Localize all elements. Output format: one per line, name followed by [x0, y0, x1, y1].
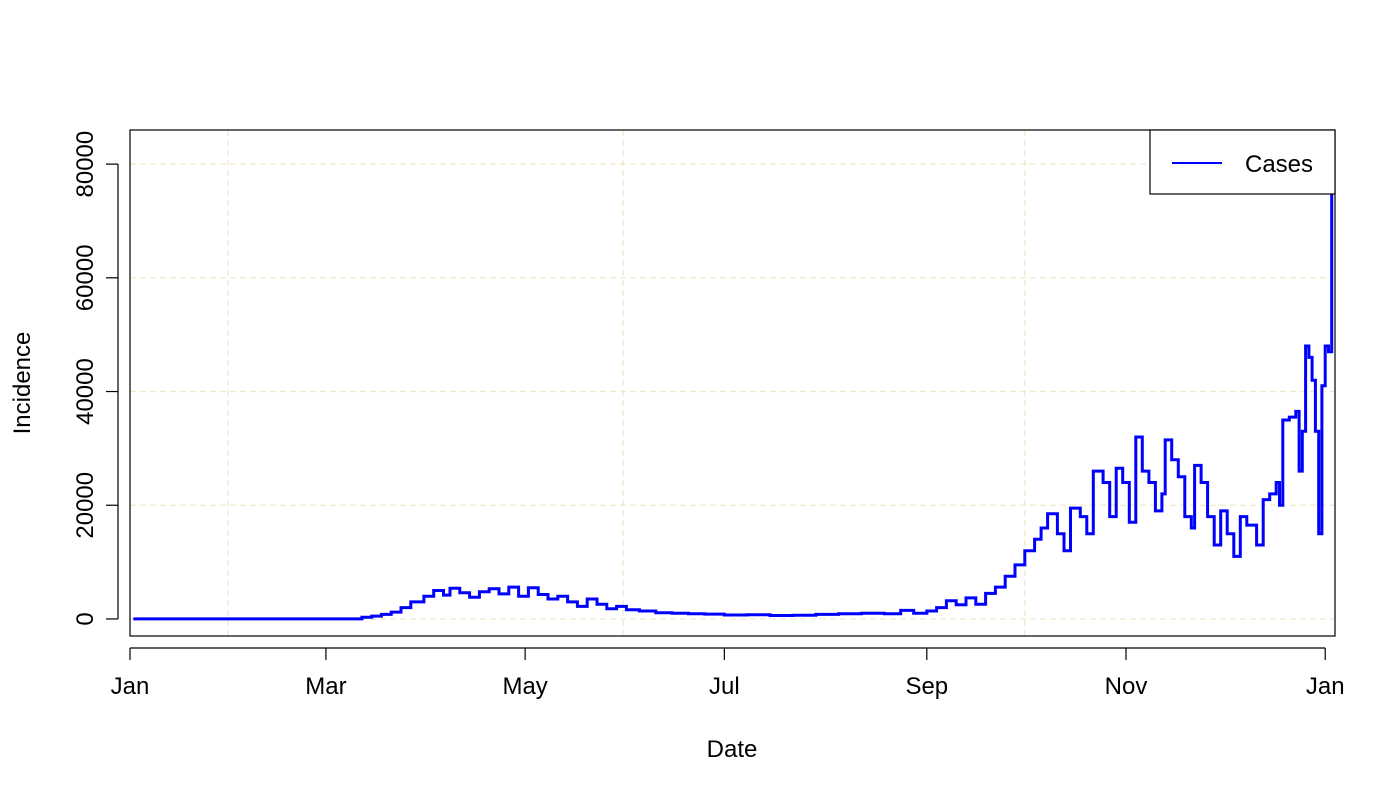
x-tick-label: Jul — [709, 673, 740, 700]
x-tick-label: Mar — [305, 673, 346, 700]
x-tick-label: Sep — [905, 673, 948, 700]
x-tick-label: Jan — [111, 673, 150, 700]
y-tick-label: 80000 — [72, 131, 99, 198]
series-line-cases — [133, 135, 1334, 621]
x-axis-title: Date — [707, 736, 758, 763]
x-tick-label: Jan — [1306, 673, 1345, 700]
y-tick-label: 20000 — [72, 472, 99, 539]
series-lines — [133, 135, 1334, 621]
y-axis: 0 20000 40000 60000 80000 — [72, 131, 119, 626]
y-axis-title: Incidence — [9, 332, 36, 435]
x-tick-label: Nov — [1105, 673, 1148, 700]
legend: Cases — [1149, 129, 1336, 195]
y-tick-label: 60000 — [72, 244, 99, 311]
y-tick-label: 40000 — [72, 358, 99, 425]
x-tick-label: May — [502, 673, 547, 700]
grid-lines — [130, 130, 1335, 636]
plot-frame — [129, 129, 1336, 637]
legend-label: Cases — [1245, 151, 1313, 178]
y-tick-label: 0 — [72, 612, 99, 625]
x-axis: Jan Mar May Jul Sep Nov Jan — [111, 647, 1345, 700]
